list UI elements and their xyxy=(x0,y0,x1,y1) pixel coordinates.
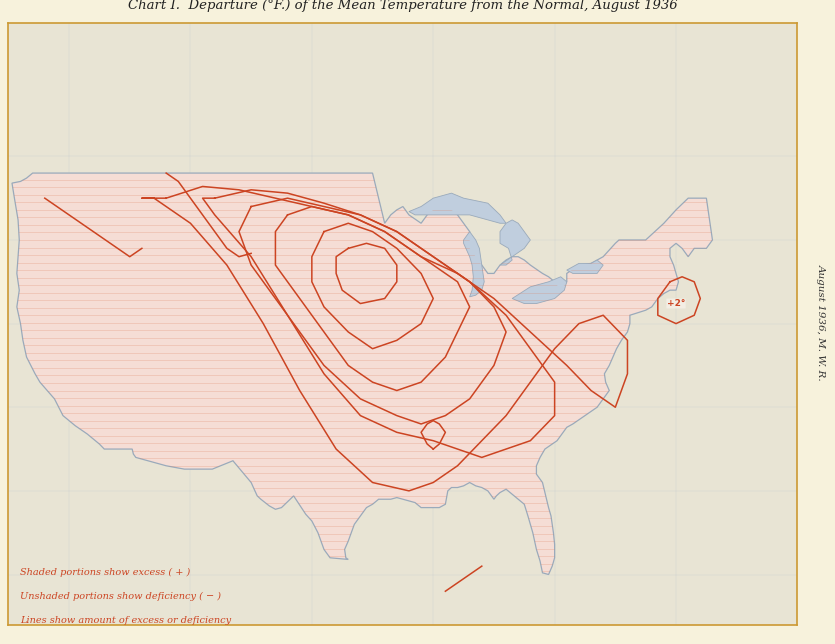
Text: +2°: +2° xyxy=(667,299,686,308)
Text: August 1936, M. W. R.: August 1936, M. W. R. xyxy=(817,263,826,381)
Text: Unshaded portions show deficiency ( − ): Unshaded portions show deficiency ( − ) xyxy=(20,592,221,601)
Polygon shape xyxy=(500,220,530,265)
Text: Lines show amount of excess or deficiency: Lines show amount of excess or deficienc… xyxy=(20,616,231,625)
Polygon shape xyxy=(409,193,506,223)
Polygon shape xyxy=(12,173,712,574)
Polygon shape xyxy=(463,232,484,297)
Text: Chart I.  Departure (°F.) of the Mean Temperature from the Normal, August 1936: Chart I. Departure (°F.) of the Mean Tem… xyxy=(128,0,678,12)
Polygon shape xyxy=(567,260,603,274)
Text: Shaded portions show excess ( + ): Shaded portions show excess ( + ) xyxy=(20,567,190,576)
Polygon shape xyxy=(512,277,567,303)
Polygon shape xyxy=(0,0,797,625)
